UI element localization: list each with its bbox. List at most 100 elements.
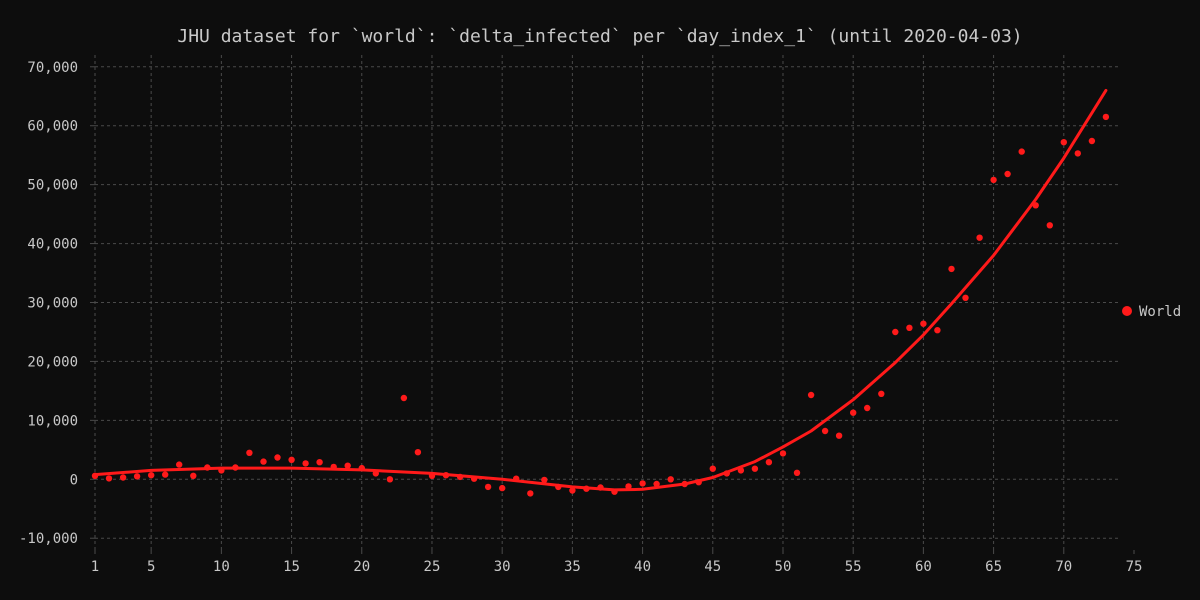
- y-tick-label: 70,000: [27, 60, 78, 76]
- data-point-world: [569, 487, 576, 494]
- data-point-world: [91, 472, 99, 479]
- data-point-world: [288, 456, 295, 463]
- data-point-world: [176, 461, 183, 468]
- data-point-world: [1046, 222, 1054, 229]
- y-tick-label: 30,000: [27, 296, 78, 312]
- data-point-world: [779, 450, 787, 457]
- legend-label-world: World: [1139, 304, 1181, 320]
- data-point-world: [583, 485, 590, 492]
- data-point-world: [358, 464, 365, 472]
- data-point-world: [709, 465, 716, 472]
- data-point-world: [162, 471, 169, 478]
- y-tick-label: 50,000: [27, 178, 78, 194]
- data-point-world: [1088, 137, 1096, 145]
- data-point-world: [962, 294, 969, 301]
- data-point-world: [232, 464, 239, 471]
- data-point-world: [611, 488, 618, 495]
- data-point-world: [344, 462, 351, 469]
- data-point-world: [737, 467, 745, 474]
- data-point-world: [105, 475, 113, 482]
- data-point-world: [695, 479, 702, 486]
- y-axis-ticks: -10,000 0 10,000 20,000 30,000 40,000 50,000 60…: [19, 60, 95, 547]
- data-point-world: [1074, 150, 1082, 157]
- x-tick-label: 40: [634, 559, 651, 575]
- data-point-world: [428, 472, 436, 479]
- x-tick-label: 15: [283, 559, 300, 575]
- data-point-world: [386, 476, 394, 483]
- data-point-world: [316, 459, 323, 466]
- data-point-world: [934, 327, 941, 334]
- data-point-world: [148, 472, 155, 479]
- data-point-world: [906, 324, 913, 331]
- x-tick-label: 25: [424, 559, 441, 575]
- data-point-world: [878, 390, 885, 397]
- trend-line-world: [93, 88, 1108, 492]
- data-point-world: [807, 391, 815, 399]
- data-point-world: [1018, 148, 1025, 155]
- data-point-world: [625, 483, 632, 490]
- y-tick-label: 40,000: [27, 237, 78, 253]
- data-point-world: [597, 484, 604, 491]
- data-point-world: [667, 476, 674, 483]
- data-point-world: [920, 320, 927, 327]
- x-tick-label: 30: [494, 559, 511, 575]
- legend-marker: [1122, 306, 1132, 316]
- legend: World: [1122, 304, 1181, 320]
- data-point-world: [527, 490, 534, 497]
- data-point-world: [456, 473, 464, 481]
- data-point-world: [990, 176, 997, 184]
- data-point-world: [484, 483, 492, 491]
- data-point-world: [218, 467, 225, 474]
- data-point-world: [948, 265, 955, 273]
- data-point-world: [400, 394, 408, 402]
- y-tick-label: -10,000: [19, 531, 78, 547]
- y-tick-label: 10,000: [27, 413, 78, 429]
- data-point-world: [470, 475, 478, 482]
- data-point-world: [864, 404, 871, 412]
- data-point-world: [499, 484, 506, 492]
- data-point-world: [513, 475, 520, 482]
- data-point-world: [274, 454, 281, 461]
- data-point-world: [1102, 113, 1110, 121]
- data-point-world: [260, 458, 267, 465]
- trend-layer: [93, 88, 1108, 492]
- data-point-world: [302, 460, 309, 467]
- x-tick-label: 65: [985, 559, 1002, 575]
- data-point-world: [751, 465, 759, 472]
- x-axis-ticks: 1 5 10 15 20 25 30 35 40 45 50 55 60 65 70 75: [91, 550, 1143, 575]
- x-tick-label: 5: [147, 559, 155, 575]
- chart-title: JHU dataset for `world`: `delta_infected…: [177, 26, 1022, 47]
- data-point-world: [555, 483, 562, 491]
- points-layer: [91, 113, 1110, 497]
- data-point-world: [119, 474, 127, 481]
- data-point-world: [541, 476, 548, 484]
- data-point-world: [821, 427, 829, 435]
- data-point-world: [414, 449, 422, 456]
- y-tick-label: 0: [70, 472, 78, 488]
- data-point-world: [1060, 139, 1068, 146]
- x-tick-label: 50: [775, 559, 792, 575]
- data-point-world: [1004, 170, 1011, 178]
- y-tick-label: 20,000: [27, 354, 78, 370]
- data-point-world: [653, 480, 660, 488]
- grid: [94, 55, 1118, 550]
- data-point-world: [330, 463, 337, 471]
- data-point-world: [723, 470, 730, 477]
- data-point-world: [765, 459, 773, 466]
- data-point-world: [133, 473, 141, 480]
- data-point-world: [1032, 202, 1039, 209]
- y-tick-label: 60,000: [27, 119, 78, 135]
- x-tick-label: 45: [704, 559, 721, 575]
- data-point-world: [190, 472, 197, 479]
- data-point-world: [204, 464, 211, 471]
- data-point-world: [892, 328, 899, 336]
- x-tick-label: 75: [1126, 559, 1143, 575]
- data-point-world: [442, 472, 450, 479]
- data-point-world: [850, 409, 857, 416]
- x-tick-label: 55: [845, 559, 862, 575]
- data-point-world: [835, 432, 843, 439]
- x-tick-label: 1: [91, 559, 99, 575]
- x-tick-label: 20: [353, 559, 370, 575]
